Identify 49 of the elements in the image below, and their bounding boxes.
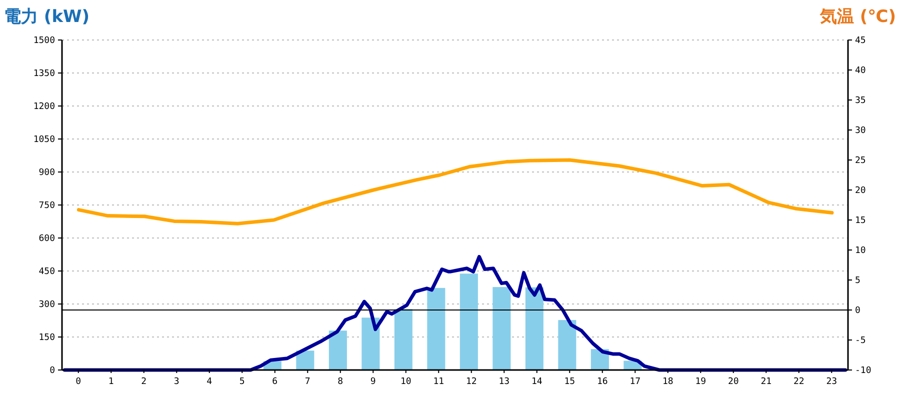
x-tick-label: 6 (272, 377, 278, 387)
y-tick-label: 450 (38, 267, 55, 277)
x-tick-label: 4 (206, 377, 212, 387)
y2-tick-label: 20 (855, 186, 866, 196)
x-tick-label: 17 (630, 377, 641, 387)
y-tick-label: 750 (38, 201, 55, 211)
y-tick-label: 1200 (33, 102, 55, 112)
x-tick-label: 23 (826, 377, 838, 387)
x-tick-label: 5 (239, 377, 245, 387)
y2-tick-label: 45 (855, 36, 866, 46)
y2-tick-label: 15 (855, 216, 866, 226)
y-axis-title: 電力 (kW) (4, 7, 90, 27)
x-tick-label: 2 (141, 377, 147, 387)
y2-tick-label: 30 (855, 126, 866, 136)
x-tick-label: 3 (174, 377, 180, 387)
x-tick-label: 12 (466, 377, 477, 387)
x-tick-label: 22 (793, 377, 804, 387)
y2-axis-title: 気温 (℃) (818, 7, 896, 27)
x-tick-label: 13 (498, 377, 510, 387)
x-tick-label: 18 (662, 377, 674, 387)
x-tick-label: 19 (695, 377, 706, 387)
y2-tick-label: 0 (855, 306, 860, 316)
y-tick-label: 900 (38, 168, 55, 178)
y-tick-label: 1500 (33, 36, 55, 46)
y-tick-label: 1050 (33, 135, 55, 145)
y2-tick-label: 40 (855, 66, 866, 76)
x-tick-label: 7 (304, 377, 310, 387)
y2-tick-label: 10 (855, 246, 866, 256)
y-tick-label: 0 (50, 366, 55, 376)
y2-tick-label: -10 (855, 366, 872, 376)
x-tick-label: 11 (433, 377, 444, 387)
y-tick-label: 1350 (33, 69, 55, 79)
x-tick-label: 9 (370, 377, 376, 387)
x-tick-label: 21 (760, 377, 772, 387)
y-tick-label: 600 (38, 234, 55, 244)
x-tick-label: 0 (76, 377, 82, 387)
x-tick-label: 14 (531, 377, 542, 387)
y-tick-label: 300 (38, 300, 55, 310)
y2-tick-label: 5 (855, 276, 860, 286)
y2-tick-label: 35 (855, 96, 866, 106)
y-tick-label: 150 (38, 333, 55, 343)
x-tick-label: 8 (338, 377, 344, 387)
x-tick-label: 10 (400, 377, 412, 387)
y2-tick-label: 25 (855, 156, 866, 166)
x-tick-label: 1 (108, 377, 114, 387)
y2-tick-label: -5 (855, 336, 866, 346)
x-tick-label: 20 (728, 377, 739, 387)
x-tick-label: 15 (564, 377, 576, 387)
x-tick-label: 16 (596, 377, 608, 387)
